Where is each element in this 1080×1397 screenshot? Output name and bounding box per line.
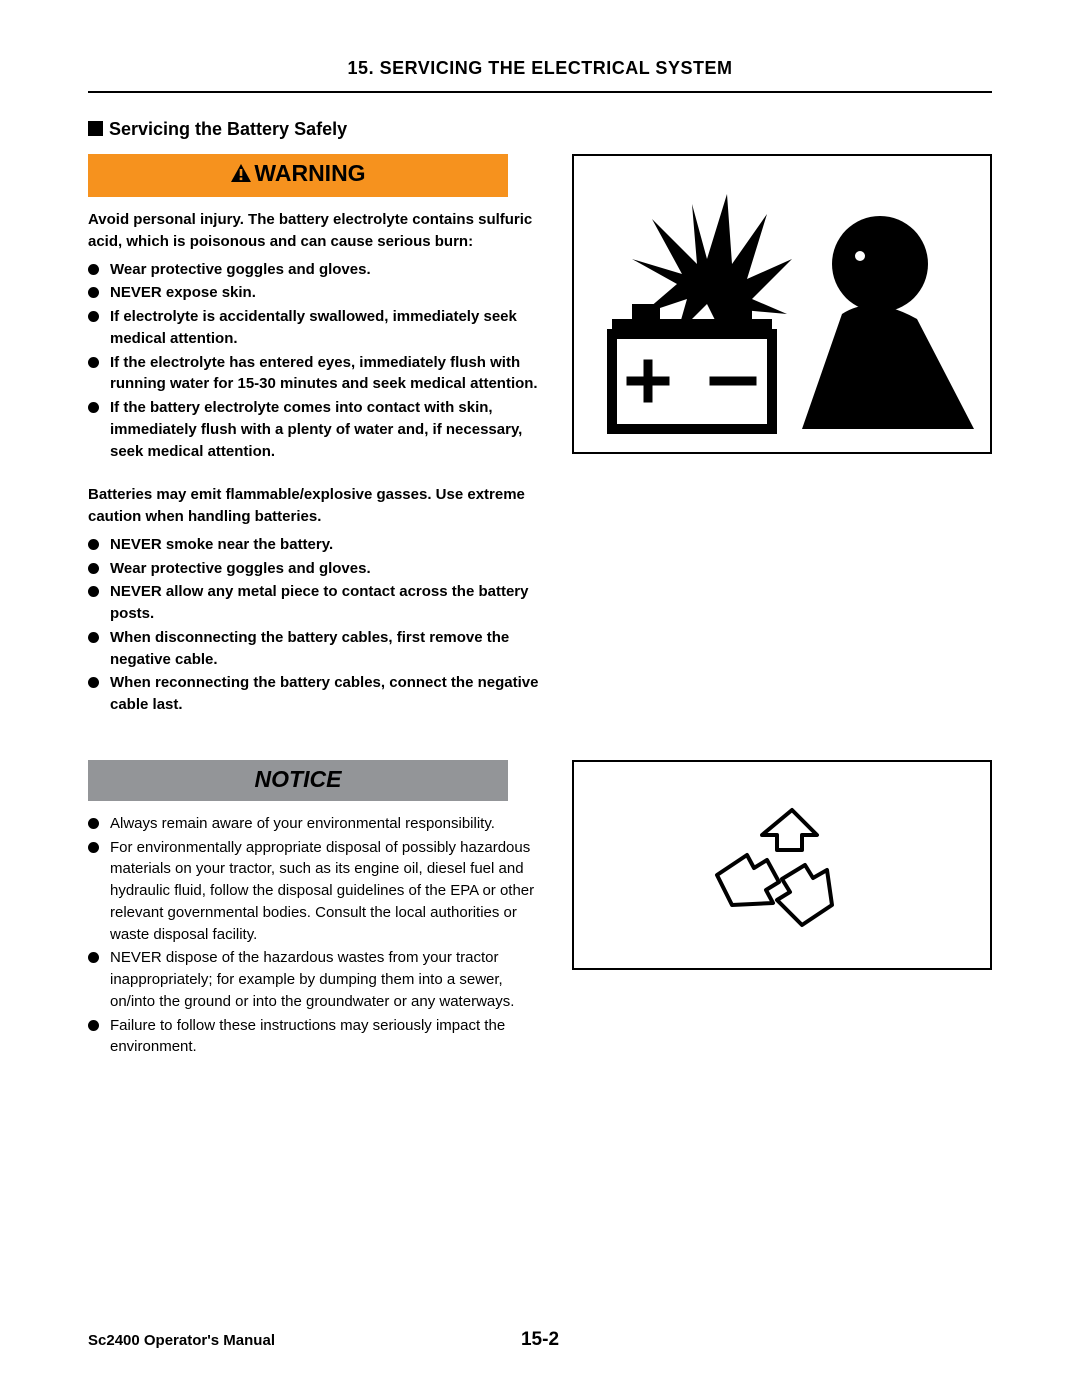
list-item: NEVER allow any metal piece to contact a… [88,581,550,625]
warning-triangle-icon [230,162,252,189]
page-footer: Sc2400 Operator's Manual 15-2 [0,1329,1080,1351]
list-item: When reconnecting the battery cables, co… [88,672,550,716]
list-item: Always remain aware of your environmenta… [88,813,550,835]
list-item: For environmentally appropriate disposal… [88,837,550,946]
list-item: If the electrolyte has entered eyes, imm… [88,352,550,396]
section-title-text: Servicing the Battery Safely [109,119,347,139]
warning-banner: WARNING [88,154,508,197]
chapter-title: 15. SERVICING THE ELECTRICAL SYSTEM [88,58,992,91]
list-item: NEVER smoke near the battery. [88,534,550,556]
list-item: Wear protective goggles and gloves. [88,259,550,281]
footer-manual-name: Sc2400 Operator's Manual [88,1332,275,1349]
warning-bullets-1: Wear protective goggles and gloves. NEVE… [88,259,550,463]
warning-para-2: Batteries may emit flammable/explosive g… [88,484,550,528]
warning-illustration [572,154,992,454]
footer-page-number: 15-2 [521,1329,559,1351]
warning-banner-text: WARNING [254,160,365,186]
list-item: When disconnecting the battery cables, f… [88,627,550,671]
list-item: If electrolyte is accidentally swallowed… [88,306,550,350]
notice-bullets: Always remain aware of your environmenta… [88,813,550,1058]
recycle-illustration [572,760,992,970]
header-rule [88,91,992,93]
list-item: If the battery electrolyte comes into co… [88,397,550,462]
list-item: NEVER dispose of the hazardous wastes fr… [88,947,550,1012]
list-item: Failure to follow these instructions may… [88,1015,550,1059]
notice-section: NOTICE Always remain aware of your envir… [88,760,992,1062]
warning-bullets-2: NEVER smoke near the battery. Wear prote… [88,534,550,716]
manual-page: 15. SERVICING THE ELECTRICAL SYSTEM Serv… [0,0,1080,1062]
notice-banner-text: NOTICE [255,766,342,792]
section-heading: Servicing the Battery Safely [88,119,992,140]
warning-section: WARNING Avoid personal injury. The batte… [88,154,992,720]
warning-intro: Avoid personal injury. The battery elect… [88,209,550,253]
list-item: Wear protective goggles and gloves. [88,558,550,580]
square-bullet-icon [88,121,103,136]
list-item: NEVER expose skin. [88,282,550,304]
notice-banner: NOTICE [88,760,508,801]
